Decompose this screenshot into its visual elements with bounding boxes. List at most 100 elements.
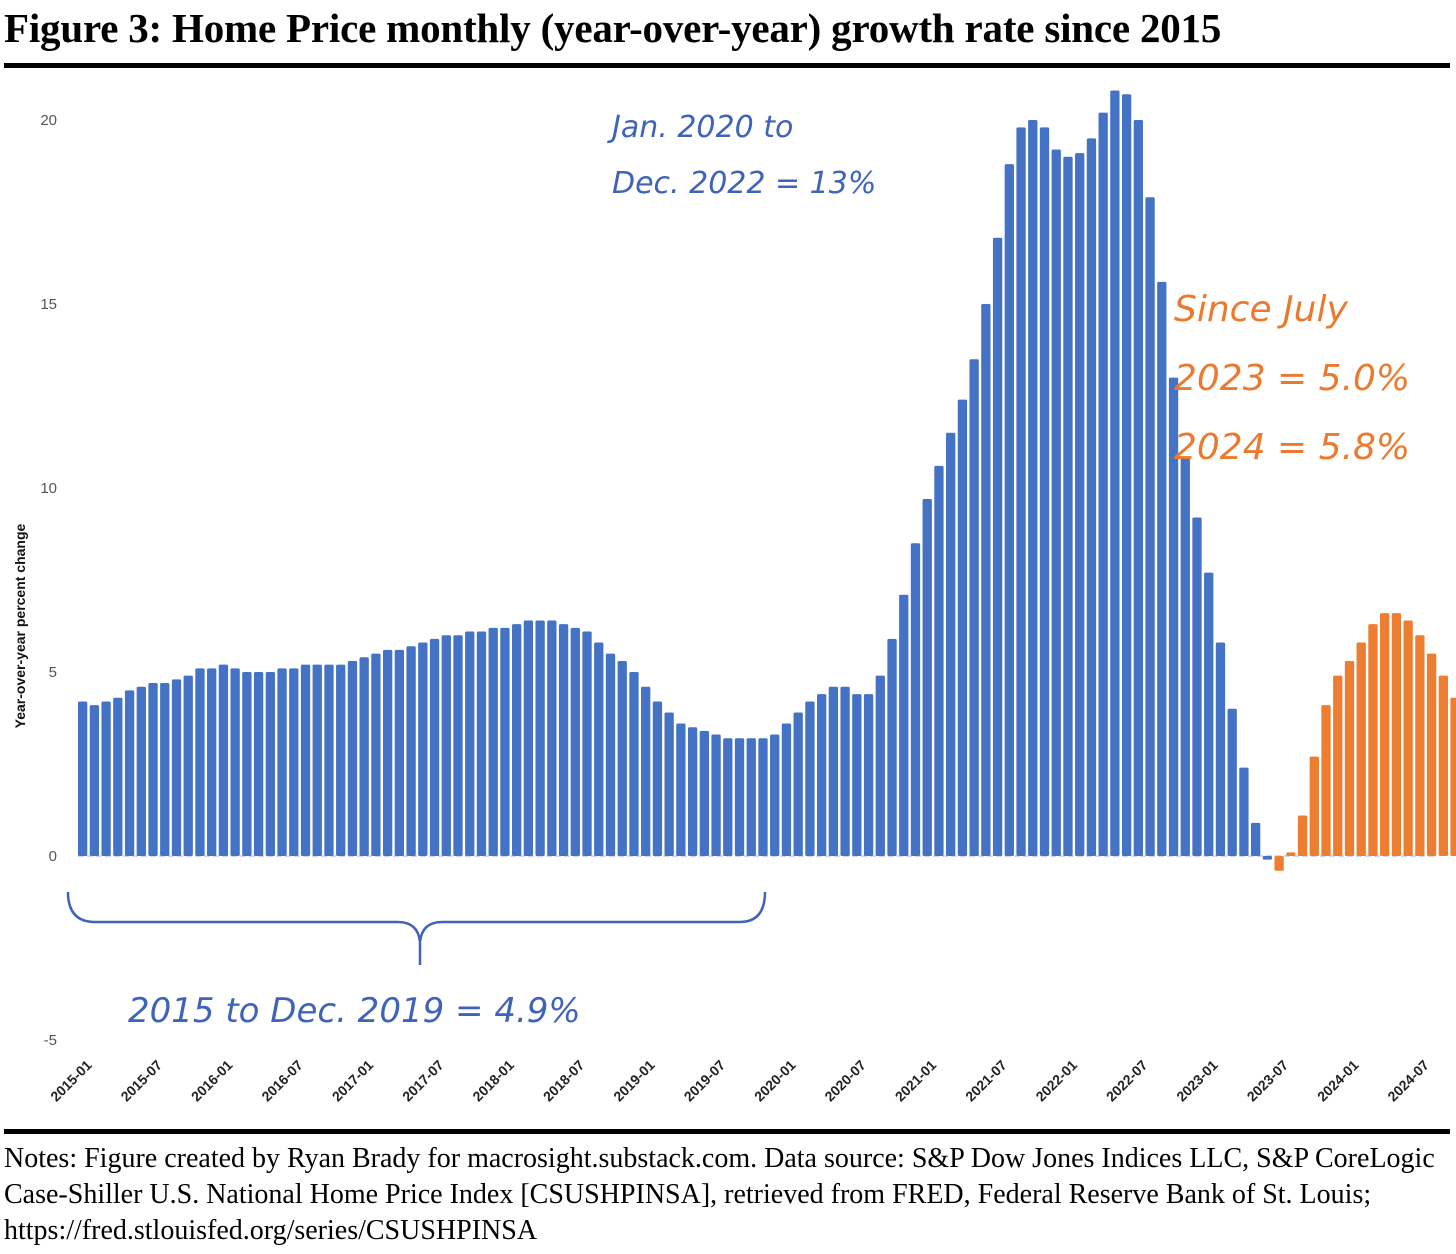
bar — [429, 638, 440, 856]
bar — [1028, 120, 1038, 856]
annotation-since-july-line1: Since July — [1174, 289, 1348, 330]
bar — [512, 624, 522, 856]
bar — [1110, 90, 1120, 856]
bar — [195, 668, 205, 856]
bar — [957, 399, 968, 856]
bar — [969, 359, 979, 856]
bar — [1251, 822, 1261, 856]
bar — [781, 723, 792, 856]
bar — [289, 668, 299, 856]
bar — [465, 631, 475, 856]
bar — [136, 686, 146, 856]
bar — [160, 683, 170, 856]
bar — [1391, 613, 1402, 856]
bar — [300, 664, 311, 856]
bottom-rule — [4, 1129, 1450, 1134]
bar — [371, 653, 381, 856]
bar — [312, 664, 322, 856]
bar — [816, 694, 827, 856]
bar — [758, 738, 768, 856]
x-tick-label: 2016-01 — [188, 1057, 236, 1105]
bar — [981, 304, 991, 856]
x-tick-label: 2019-07 — [681, 1057, 729, 1105]
bar — [1450, 697, 1456, 856]
bar — [676, 723, 686, 856]
annotation-2020-2022-line1: Jan. 2020 to — [607, 110, 793, 145]
bar — [699, 730, 709, 856]
figure-title: Figure 3: Home Price monthly (year-over-… — [4, 5, 1222, 51]
bar — [734, 738, 745, 856]
x-tick-label: 2020-07 — [821, 1057, 869, 1105]
bar — [113, 697, 123, 856]
bar — [1309, 756, 1319, 856]
bar-chart: 20 15 10 5 0 -5 Year-over-year percent change… — [12, 90, 1456, 1105]
bar — [1344, 660, 1355, 856]
bar — [1086, 138, 1097, 856]
bar — [605, 653, 616, 856]
bar — [453, 635, 463, 856]
bar — [770, 734, 780, 856]
bar — [723, 738, 733, 856]
bar — [406, 646, 416, 856]
bar — [863, 694, 874, 856]
x-tick-label: 2019-01 — [610, 1057, 658, 1105]
bar — [1133, 120, 1143, 856]
figure-notes: Notes: Figure created by Ryan Brady for … — [4, 1143, 1435, 1246]
bar — [124, 690, 135, 856]
bar — [899, 594, 909, 856]
bar — [687, 727, 698, 856]
bar — [101, 701, 111, 856]
bar — [1016, 127, 1026, 857]
bar — [746, 738, 756, 856]
bar — [1004, 164, 1014, 856]
y-tick-label: 0 — [49, 848, 57, 865]
bar — [242, 672, 252, 856]
bar — [441, 635, 451, 856]
bar — [336, 664, 346, 856]
bar — [253, 672, 264, 856]
x-tick-label: 2023-01 — [1173, 1057, 1221, 1105]
x-tick-label: 2024-01 — [1314, 1057, 1362, 1105]
bar — [1380, 613, 1390, 856]
bar — [1403, 620, 1413, 856]
bar — [394, 649, 405, 856]
x-tick-label: 2022-01 — [1032, 1057, 1080, 1105]
bar — [1157, 281, 1167, 856]
x-tick-label: 2018-07 — [540, 1057, 588, 1105]
x-tick-label: 2024-07 — [1384, 1057, 1432, 1105]
bar — [1415, 635, 1425, 856]
bar — [324, 664, 334, 856]
x-tick-label: 2023-07 — [1244, 1057, 1292, 1105]
bar — [347, 660, 358, 856]
bar — [641, 686, 651, 856]
bar — [148, 683, 158, 856]
bar — [852, 694, 862, 856]
x-tick-label: 2015-07 — [117, 1057, 165, 1105]
bar — [558, 624, 569, 856]
y-axis-ticks: 20 15 10 5 0 -5 — [40, 112, 57, 1049]
bar — [207, 668, 217, 856]
bar — [711, 734, 721, 856]
x-tick-label: 2018-01 — [469, 1057, 517, 1105]
bar — [1180, 458, 1190, 856]
bars-group — [78, 90, 1456, 871]
bar — [617, 660, 627, 856]
bar — [1121, 94, 1132, 857]
bar — [1227, 708, 1237, 856]
bar — [887, 638, 897, 856]
bar — [629, 672, 639, 856]
bar — [1426, 653, 1437, 856]
bar — [277, 668, 287, 856]
bar — [1192, 517, 1202, 856]
bar — [265, 672, 275, 856]
annotation-2015-2019: 2015 to Dec. 2019 = 4.9% — [128, 991, 581, 1031]
bar — [382, 649, 393, 856]
y-tick-label: 5 — [49, 664, 57, 681]
bar — [1368, 624, 1378, 856]
y-tick-label: 20 — [40, 112, 57, 129]
bracket-2015-2019 — [66, 891, 767, 965]
bar — [594, 642, 604, 856]
x-tick-label: 2020-01 — [751, 1057, 799, 1105]
x-tick-label: 2017-07 — [399, 1057, 447, 1105]
bar — [793, 712, 803, 856]
